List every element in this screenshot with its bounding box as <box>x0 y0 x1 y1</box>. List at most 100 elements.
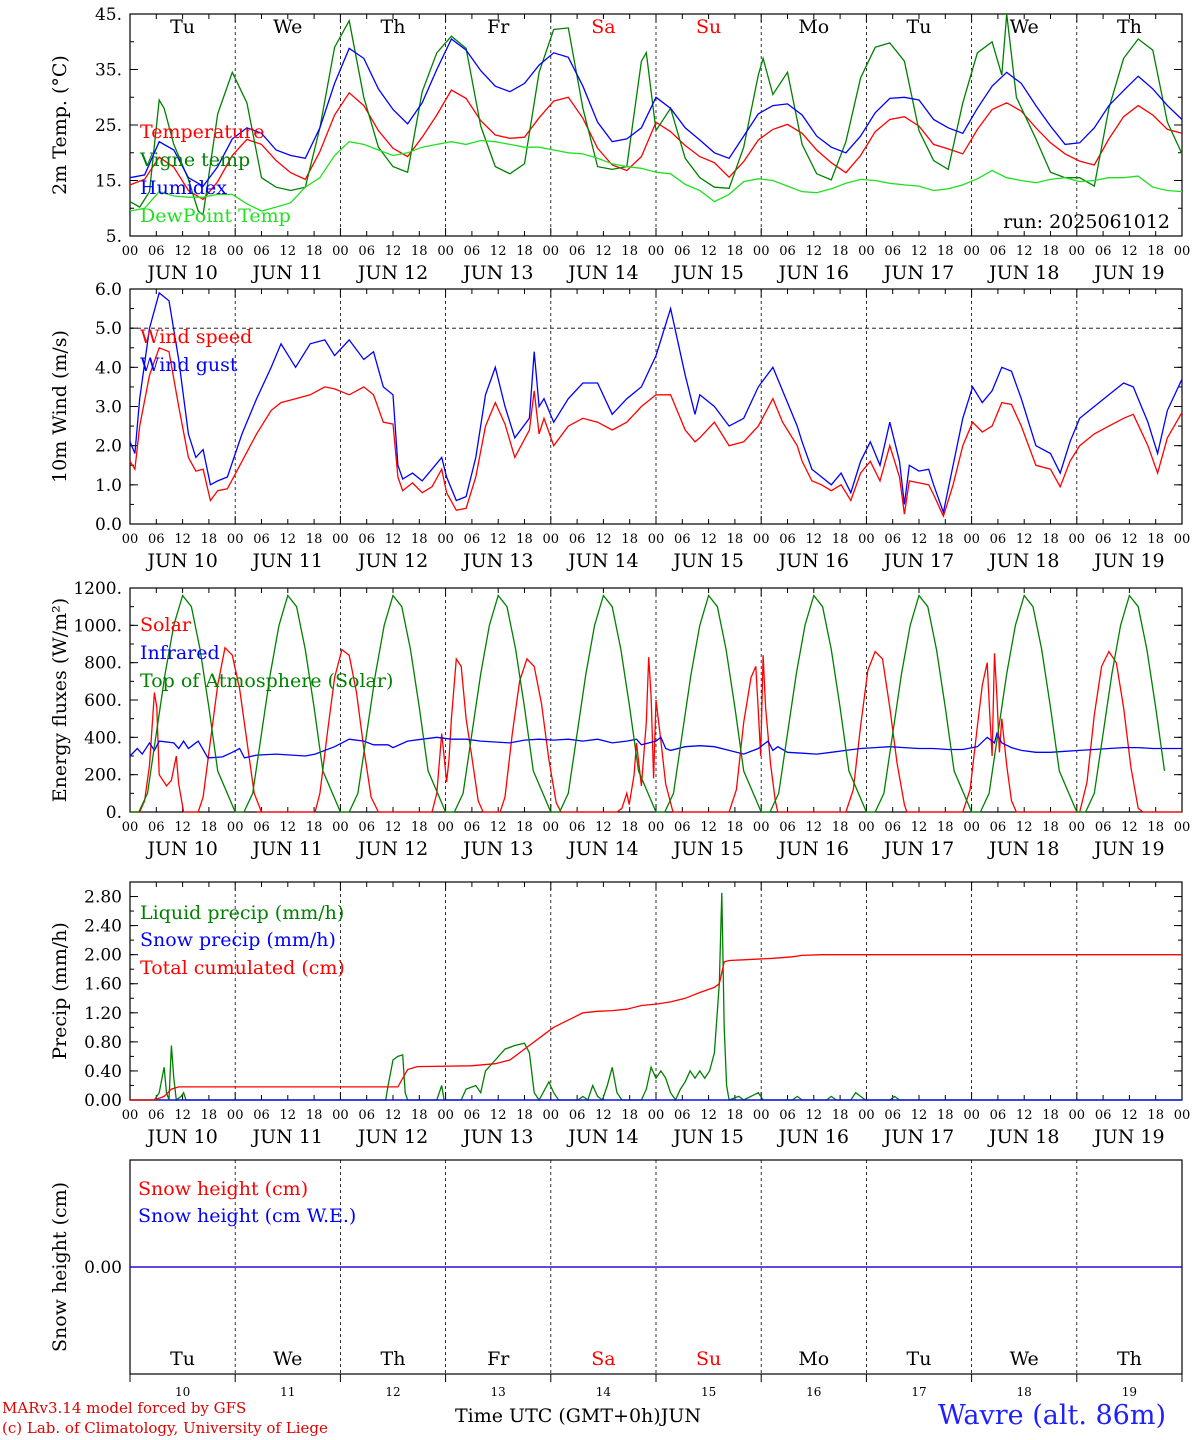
hour-tick-label: 00 <box>437 244 454 259</box>
date-label: JUN 12 <box>356 1126 428 1148</box>
y-tick-label: 0.00 <box>84 1258 122 1278</box>
date-label: JUN 18 <box>987 550 1059 572</box>
hour-tick-label: 18 <box>1147 1108 1164 1123</box>
hour-tick-label: 06 <box>358 820 375 835</box>
date-label: JUN 19 <box>1092 838 1164 860</box>
hour-tick-label: 00 <box>858 532 875 547</box>
date-label: JUN 11 <box>251 838 323 860</box>
date-label: JUN 10 <box>145 262 217 284</box>
hour-tick-label: 12 <box>280 1108 297 1123</box>
hour-tick-label: 12 <box>1016 244 1033 259</box>
date-label: JUN 10 <box>145 550 217 572</box>
hour-tick-label: 12 <box>595 244 612 259</box>
hour-tick-label: 18 <box>1042 1108 1059 1123</box>
hour-tick-label: 12 <box>911 532 928 547</box>
legend-entry: Temperature <box>140 121 264 143</box>
hour-tick-label: 18 <box>832 532 849 547</box>
hour-tick-label: 18 <box>201 820 218 835</box>
date-label: JUN 16 <box>777 262 849 284</box>
date-label: JUN 15 <box>671 262 743 284</box>
y-tick-label: 35. <box>95 61 122 81</box>
y-tick-label: 800. <box>84 654 122 674</box>
hour-tick-label: 00 <box>1069 820 1086 835</box>
hour-tick-label: 00 <box>122 1108 139 1123</box>
weekday-label: Su <box>696 16 721 38</box>
date-label: JUN 19 <box>1092 550 1164 572</box>
hour-tick-label: 18 <box>937 820 954 835</box>
hour-tick-label: 12 <box>385 1108 402 1123</box>
date-label: JUN 17 <box>882 838 954 860</box>
hour-tick-label: 06 <box>253 532 270 547</box>
hour-tick-label: 06 <box>464 532 481 547</box>
hour-tick-label: 06 <box>884 820 901 835</box>
date-label: JUN 10 <box>145 838 217 860</box>
hour-tick-label: 12 <box>700 820 717 835</box>
hour-tick-label: 06 <box>569 820 586 835</box>
weekday-label: Tu <box>907 1348 932 1370</box>
hour-tick-label: 00 <box>648 532 665 547</box>
hour-tick-label: 18 <box>832 1108 849 1123</box>
hour-tick-label: 06 <box>358 532 375 547</box>
date-label: JUN 14 <box>566 262 638 284</box>
hour-tick-label: 00 <box>753 820 770 835</box>
weekday-label: Th <box>381 1348 406 1370</box>
legend-entry: Snow height (cm) <box>138 1178 308 1200</box>
weekday-label: Mo <box>798 16 829 38</box>
legend-entry: Snow height (cm W.E.) <box>138 1205 356 1227</box>
series-line-1-2 <box>129 13 1183 217</box>
hour-tick-label: 12 <box>911 1108 928 1123</box>
y-axis-label: Snow height (cm) <box>49 1182 71 1352</box>
x-axis-title: Time UTC (GMT+0h)JUN <box>455 1405 701 1427</box>
weekday-label: Fr <box>487 16 510 38</box>
hour-tick-label: 12 <box>806 1108 823 1123</box>
series-line-2-1 <box>129 346 1183 519</box>
hour-tick-label: 12 <box>1016 820 1033 835</box>
legend-entry: Infrared <box>140 642 220 664</box>
hour-tick-label: 12 <box>280 532 297 547</box>
date-label: JUN 17 <box>882 550 954 572</box>
y-axis-label: 10m Wind (m/s) <box>49 330 71 483</box>
hour-tick-label: 00 <box>753 532 770 547</box>
legend-entry: Liquid precip (mm/h) <box>140 902 344 924</box>
weekday-label: We <box>273 1348 302 1370</box>
series-line-1-1 <box>129 89 1183 201</box>
hour-tick-label: 12 <box>174 244 191 259</box>
hour-tick-label: 18 <box>516 820 533 835</box>
hour-tick-label: 00 <box>858 244 875 259</box>
weekday-label: Su <box>696 1348 721 1370</box>
hour-tick-label: 12 <box>1121 820 1138 835</box>
hour-tick-label: 18 <box>306 532 323 547</box>
hour-tick-label: 18 <box>1147 244 1164 259</box>
hour-tick-label: 18 <box>411 1108 428 1123</box>
hour-tick-label: 06 <box>990 820 1007 835</box>
hour-tick-label: 12 <box>806 532 823 547</box>
hour-tick-label: 06 <box>674 244 691 259</box>
hour-tick-label: 12 <box>806 244 823 259</box>
hour-tick-label: 00 <box>437 1108 454 1123</box>
date-label: JUN 15 <box>671 838 743 860</box>
y-tick-label: 0.80 <box>84 1033 122 1053</box>
hour-tick-label: 00 <box>963 1108 980 1123</box>
hour-tick-label: 06 <box>464 820 481 835</box>
hour-tick-label: 00 <box>122 244 139 259</box>
hour-tick-label: 12 <box>806 820 823 835</box>
weekday-label: Sa <box>591 1348 615 1370</box>
weekday-label: We <box>273 16 302 38</box>
hour-tick-label: 06 <box>464 1108 481 1123</box>
y-tick-label: 1.20 <box>84 1004 122 1024</box>
hour-tick-label: 12 <box>700 244 717 259</box>
hour-tick-label: 18 <box>937 244 954 259</box>
hour-tick-label: 00 <box>648 1108 665 1123</box>
y-tick-label: 15. <box>95 172 122 192</box>
hour-tick-label: 12 <box>490 532 507 547</box>
y-tick-label: 0. <box>106 803 122 823</box>
date-label: JUN 13 <box>461 1126 533 1148</box>
weekday-label: We <box>1010 1348 1039 1370</box>
hour-tick-label: 00 <box>648 244 665 259</box>
hour-tick-label: 12 <box>385 820 402 835</box>
weekday-label: Th <box>1117 1348 1142 1370</box>
hour-tick-label: 00 <box>543 1108 560 1123</box>
date-label: JUN 18 <box>987 838 1059 860</box>
date-label: JUN 18 <box>987 1126 1059 1148</box>
